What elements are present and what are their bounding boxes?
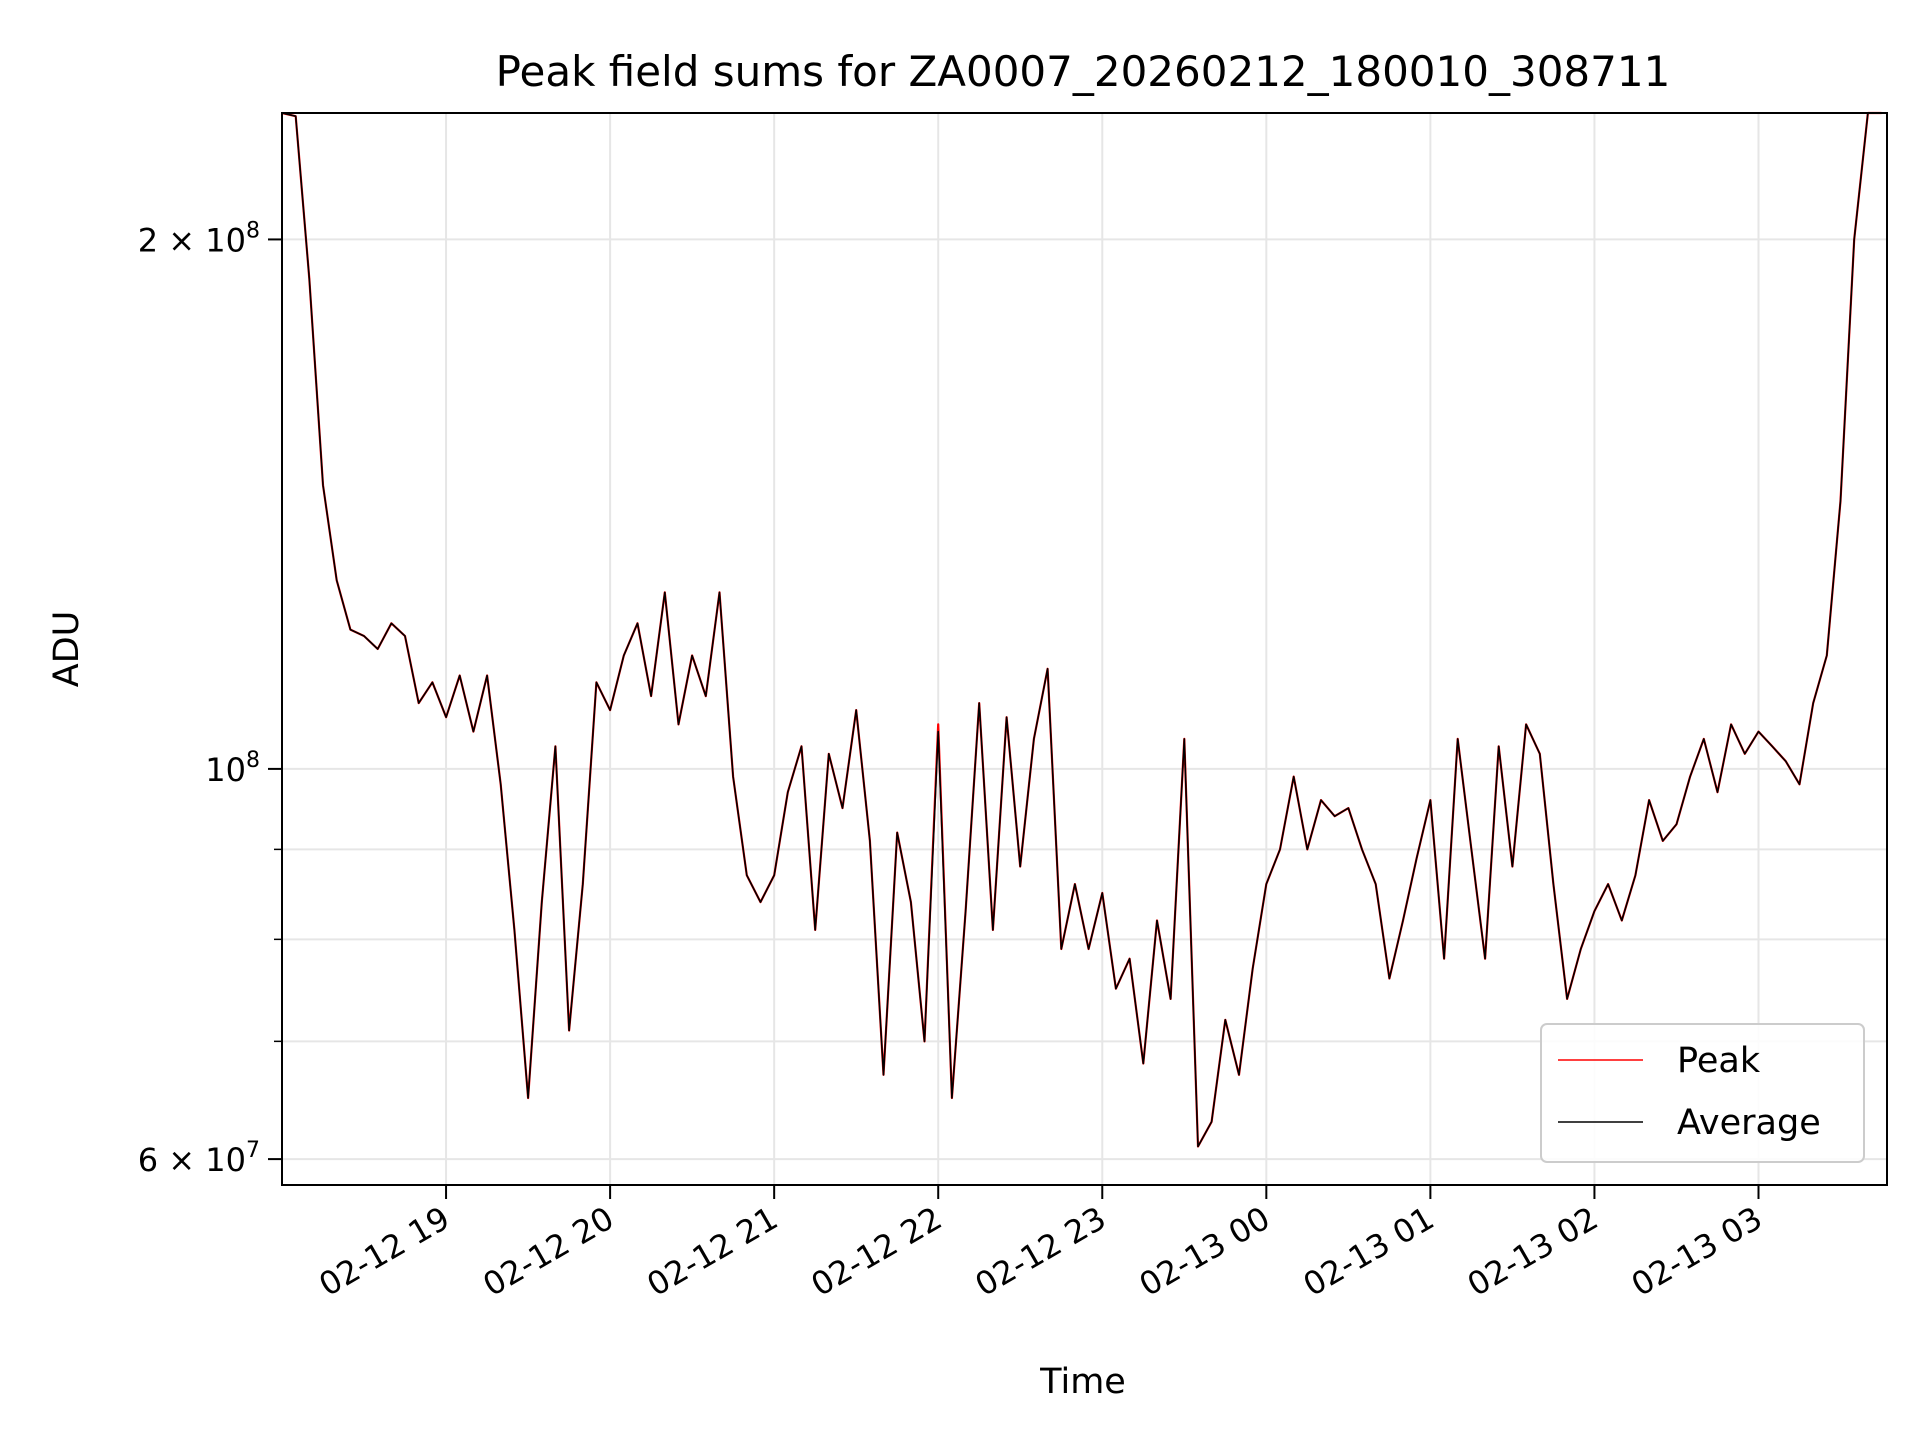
y-axis-label: ADU: [47, 611, 87, 688]
legend: Peak Average: [1540, 1023, 1865, 1163]
y-axis: 6 × 107 108 2 × 108: [138, 218, 282, 1179]
series-line-average: [281, 112, 1882, 1148]
chart-title: Peak field sums for ZA0007_20260212_1800…: [496, 47, 1671, 96]
y-tick-label: 2 × 108: [138, 218, 260, 259]
y-tick-label: 6 × 107: [138, 1138, 260, 1179]
legend-box: [1540, 1023, 1865, 1163]
legend-label-peak: Peak: [1677, 1041, 1761, 1081]
series-layer: [281, 111, 1882, 1148]
legend-label-average: Average: [1677, 1103, 1821, 1143]
y-tick-label: 108: [205, 748, 260, 789]
x-axis-label: Time: [1039, 1362, 1126, 1402]
plot-frame: [281, 112, 1888, 1186]
